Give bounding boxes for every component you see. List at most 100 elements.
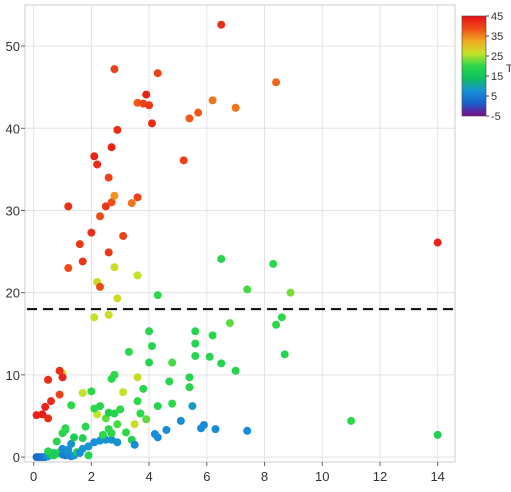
data-point <box>116 405 125 414</box>
data-point <box>225 319 234 328</box>
data-point <box>199 421 208 430</box>
y-tick-label: 40 <box>6 121 20 136</box>
data-point <box>113 420 122 429</box>
data-point <box>119 388 128 397</box>
x-tick-label: 12 <box>373 469 387 484</box>
data-point <box>145 101 154 110</box>
colorbar-tick-label: 25 <box>491 51 503 63</box>
data-point <box>78 257 87 266</box>
data-point <box>90 313 99 322</box>
data-point <box>93 160 102 169</box>
data-point <box>185 114 194 123</box>
data-point <box>168 399 177 408</box>
grid-lines <box>25 5 455 462</box>
data-point <box>168 358 177 367</box>
data-point <box>280 350 289 359</box>
data-point <box>61 425 70 434</box>
data-point <box>147 119 156 128</box>
data-point <box>113 294 122 303</box>
data-point <box>272 78 281 87</box>
y-tick-label: 20 <box>6 286 20 301</box>
data-point <box>205 352 214 361</box>
colorbar-tick-label: -5 <box>491 111 501 123</box>
data-point <box>107 429 116 438</box>
data-point <box>78 434 87 443</box>
data-point <box>55 366 64 375</box>
data-point <box>44 375 53 384</box>
data-point <box>113 438 122 447</box>
data-point <box>119 231 128 240</box>
data-point <box>162 425 171 434</box>
data-point <box>104 248 113 257</box>
data-point <box>84 451 93 460</box>
data-point <box>191 327 200 336</box>
data-point <box>96 282 105 291</box>
data-point <box>211 425 220 434</box>
data-point <box>194 108 203 117</box>
x-tick-label: 0 <box>30 469 37 484</box>
data-point <box>64 264 73 273</box>
data-point <box>165 377 174 386</box>
y-tick-label: 50 <box>6 39 20 54</box>
data-point <box>136 409 145 418</box>
x-tick-label: 6 <box>203 469 210 484</box>
data-point <box>185 373 194 382</box>
data-point <box>49 448 58 457</box>
data-point <box>110 370 119 379</box>
data-point <box>133 373 142 382</box>
data-point <box>110 191 119 200</box>
data-point <box>96 402 105 411</box>
data-point <box>272 320 281 329</box>
data-point <box>55 390 64 399</box>
data-point <box>44 414 53 423</box>
data-point <box>84 442 93 451</box>
data-point <box>110 65 119 74</box>
data-point <box>107 143 116 152</box>
data-point <box>130 440 139 449</box>
data-point <box>101 202 110 211</box>
data-point <box>153 291 162 300</box>
data-point <box>67 401 76 410</box>
data-point <box>153 69 162 78</box>
x-axis-ticks: 0 2 4 6 8 10 12 14 <box>30 462 445 484</box>
data-point <box>87 387 96 396</box>
data-point <box>286 288 295 297</box>
data-point <box>70 433 79 442</box>
data-point <box>243 285 252 294</box>
colorbar-tick-label: 45 <box>491 11 503 23</box>
data-point <box>81 422 90 431</box>
data-point <box>87 228 96 237</box>
data-point <box>75 240 84 249</box>
y-tick-label: 10 <box>6 368 20 383</box>
colorbar-tick-label: 35 <box>491 31 503 43</box>
data-point <box>139 384 148 393</box>
y-axis-ticks: 0 10 20 30 40 50 <box>6 39 25 465</box>
data-point <box>46 397 55 406</box>
data-point <box>64 202 73 211</box>
data-point <box>124 347 133 356</box>
colorbar-label: T <box>506 63 511 75</box>
data-points <box>32 20 442 462</box>
data-point <box>179 156 188 165</box>
data-point <box>277 313 286 322</box>
data-point <box>133 193 142 202</box>
data-point <box>433 238 442 247</box>
data-point <box>217 359 226 368</box>
data-point <box>113 125 122 134</box>
data-point <box>90 152 99 161</box>
data-point <box>147 342 156 351</box>
data-point <box>269 259 278 268</box>
data-point <box>75 448 84 457</box>
data-point <box>104 173 113 182</box>
data-point <box>347 416 356 425</box>
data-point <box>145 327 154 336</box>
data-point <box>191 339 200 348</box>
data-point <box>145 358 154 367</box>
data-point <box>58 373 67 382</box>
data-point <box>433 430 442 439</box>
data-point <box>208 331 217 340</box>
data-point <box>110 409 119 418</box>
data-point <box>122 428 131 437</box>
y-tick-label: 0 <box>13 450 20 465</box>
